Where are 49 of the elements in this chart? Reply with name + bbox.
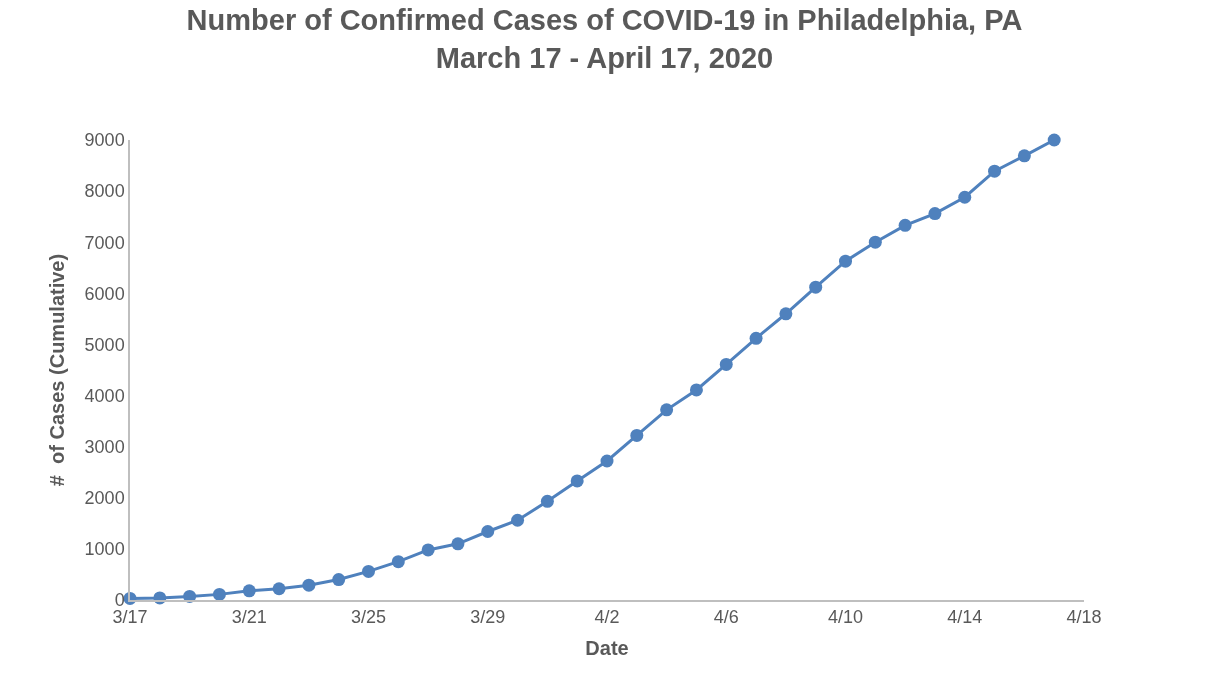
y-tick-label: 4000 (84, 385, 125, 406)
x-tick-label: 4/10 (827, 607, 864, 628)
x-axis-title: Date (585, 637, 629, 660)
point (809, 280, 823, 294)
point (511, 513, 525, 527)
point (362, 564, 375, 578)
point (868, 235, 882, 249)
point (302, 578, 316, 592)
chart-title: Number of Confirmed Cases of COVID-19 in Philadelphia, PA March 17 - April 17, 2020 (186, 4, 1023, 75)
x-tick-label: 4/14 (947, 607, 983, 628)
y-tick-label: 7000 (84, 232, 125, 253)
point (540, 494, 554, 508)
point (958, 190, 972, 204)
point (600, 454, 614, 468)
y-tick-label: 8000 (84, 181, 125, 202)
point (242, 584, 256, 598)
point (839, 254, 852, 268)
point (660, 403, 674, 417)
y-tick-label: 1000 (84, 539, 125, 560)
point (570, 474, 584, 488)
x-tick-label: 3/21 (231, 607, 267, 628)
point (1017, 149, 1031, 163)
x-tick-label: 4/6 (713, 607, 739, 628)
point (689, 383, 703, 397)
y-tick-label: 5000 (84, 334, 125, 355)
x-tick-label: 4/18 (1066, 607, 1102, 628)
point (630, 428, 644, 442)
point (332, 573, 346, 587)
y-tick-label: 2000 (84, 488, 125, 509)
point (898, 218, 912, 232)
point (988, 164, 1002, 178)
x-tick-label: 3/29 (470, 607, 506, 628)
point (421, 543, 435, 557)
x-tick-label: 3/25 (350, 607, 387, 628)
point (451, 537, 465, 551)
point (928, 207, 942, 221)
point (391, 555, 405, 569)
y-tick-label: 6000 (84, 283, 125, 304)
y-tick-label: 3000 (84, 436, 125, 457)
y-axis-title: # of Cases (Cumulative) (45, 253, 68, 487)
point (481, 525, 495, 538)
point (719, 357, 733, 371)
point (1047, 133, 1061, 147)
y-tick-label: 9000 (84, 130, 125, 151)
point (272, 582, 286, 596)
point (779, 307, 793, 321)
x-tick-label: 4/2 (594, 607, 620, 628)
point (212, 587, 226, 601)
point (749, 331, 763, 345)
